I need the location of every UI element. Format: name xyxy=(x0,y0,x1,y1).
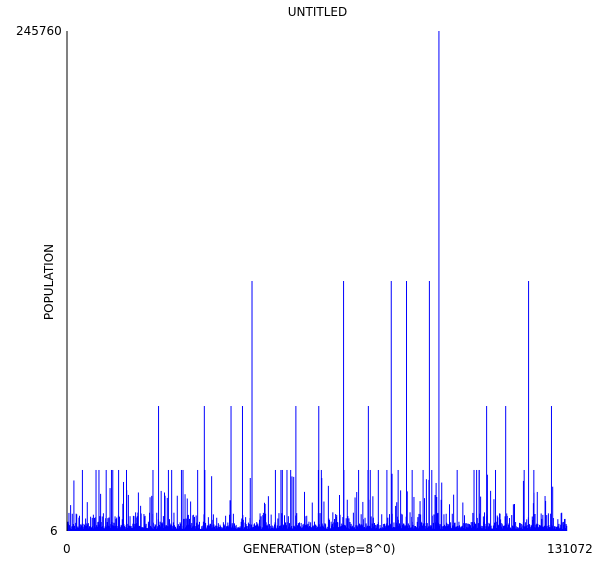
x-tick-min: 0 xyxy=(63,542,71,556)
x-tick-max: 131072 xyxy=(547,542,593,556)
x-axis-label: GENERATION (step=8^0) xyxy=(243,542,396,556)
chart-title: UNTITLED xyxy=(287,5,348,19)
y-tick-max: 245760 xyxy=(16,24,62,38)
y-tick-min: 6 xyxy=(50,524,58,538)
bar-series xyxy=(66,31,568,531)
